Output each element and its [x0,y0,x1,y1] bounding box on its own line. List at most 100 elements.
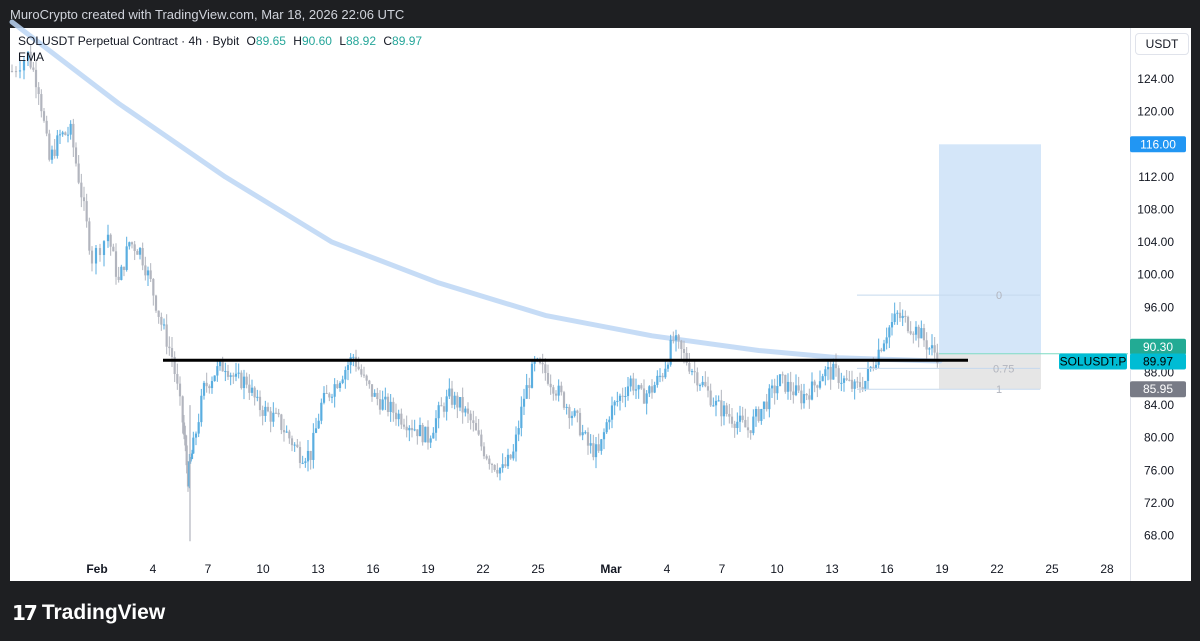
candle-body [190,453,194,459]
candle-body [185,445,188,466]
candle-body [738,415,742,422]
fib-label: 1 [996,384,1002,396]
candle-body [234,373,238,377]
y-tick-label: 104.00 [1137,235,1174,249]
candle-body [480,434,483,447]
candle-body [880,349,883,352]
candle-body [258,396,262,411]
candle-body [850,379,854,389]
candle-body [122,266,126,270]
candle-body [658,375,662,377]
candle-body [298,447,302,463]
candle-body [666,364,670,369]
candle-body [629,378,632,387]
candle-body [565,406,568,408]
entry-price-label-bg [1130,338,1186,355]
candle-body [733,423,736,428]
symbol-price-label-bg [1059,353,1127,370]
y-tick-label: 120.00 [1137,105,1174,119]
candle-body [184,434,187,446]
candle-body [88,221,91,251]
candle-body [26,51,30,61]
candle-body [898,312,902,319]
candle-body [202,382,206,396]
candle-body [688,362,691,372]
candle-body [229,375,232,377]
candle-body [648,386,651,394]
candle-body [509,454,512,459]
candle-body [818,381,822,388]
candle-body [410,427,414,431]
candle-body [112,246,115,252]
candle-body [682,349,686,353]
candle-body [208,386,211,389]
candle-body [192,437,195,454]
candle-body [632,378,635,391]
candle-body [253,387,256,398]
candle-body [560,385,563,393]
candle-body [168,346,171,349]
candle-body [256,396,259,398]
tradingview-logo[interactable]: 17 TradingView [12,601,166,625]
candle-body [685,352,688,363]
candle-body [864,380,867,390]
candle-body [341,379,344,383]
candle-body [408,427,411,431]
x-tick-label: 4 [150,562,157,576]
candle-body [621,395,624,397]
candle-body [80,182,83,198]
candle-body [872,366,875,369]
candle-body [530,363,534,388]
candle-body [600,439,603,451]
candle-body [288,431,291,439]
candle-body [757,409,760,421]
y-tick-label: 76.00 [1144,463,1174,477]
candle-body [397,413,400,420]
candle-body [704,381,707,387]
candle-body [389,401,392,413]
candle-body [306,450,310,462]
candle-body [469,413,472,421]
candle-body [424,426,427,443]
candle-body [712,405,715,407]
candle-body [82,197,86,202]
candle-body [394,412,398,420]
candle-body [842,378,846,383]
indicator-ema-label[interactable]: EMA [18,50,45,64]
candle-body [301,462,304,464]
candle-body [173,356,176,375]
candle-body [504,464,507,467]
y-tick-label: 124.00 [1137,72,1174,86]
candle-body [840,382,843,384]
candle-body [869,366,872,369]
candle-body [157,310,160,317]
candle-body [642,388,646,404]
candle-body [514,434,518,452]
candle-body [624,395,627,397]
ohlc-low: L88.92 [339,34,377,48]
candle-body [805,394,808,396]
candle-body [786,381,790,392]
y-tick-label: 96.00 [1144,300,1174,314]
candle-body [381,399,384,410]
candle-body [645,393,648,404]
candle-body [362,374,366,376]
candle-body [176,374,179,384]
candle-body [493,465,496,470]
symbol-title[interactable]: SOLUSDT Perpetual Contract · 4h · Bybit [18,34,240,48]
candle-body [181,396,184,423]
currency-button[interactable]: USDT [1135,33,1189,55]
candle-body [496,469,499,474]
price-axis[interactable] [1130,28,1191,581]
candle-body [56,135,59,156]
candle-body [392,401,395,413]
candle-body [210,381,214,389]
candle-body [544,364,547,374]
candle-body [266,406,270,412]
candle-body [429,438,432,443]
candle-body [581,432,584,436]
candle-body [720,400,723,417]
candle-body [901,315,904,319]
candle-body [336,384,339,389]
